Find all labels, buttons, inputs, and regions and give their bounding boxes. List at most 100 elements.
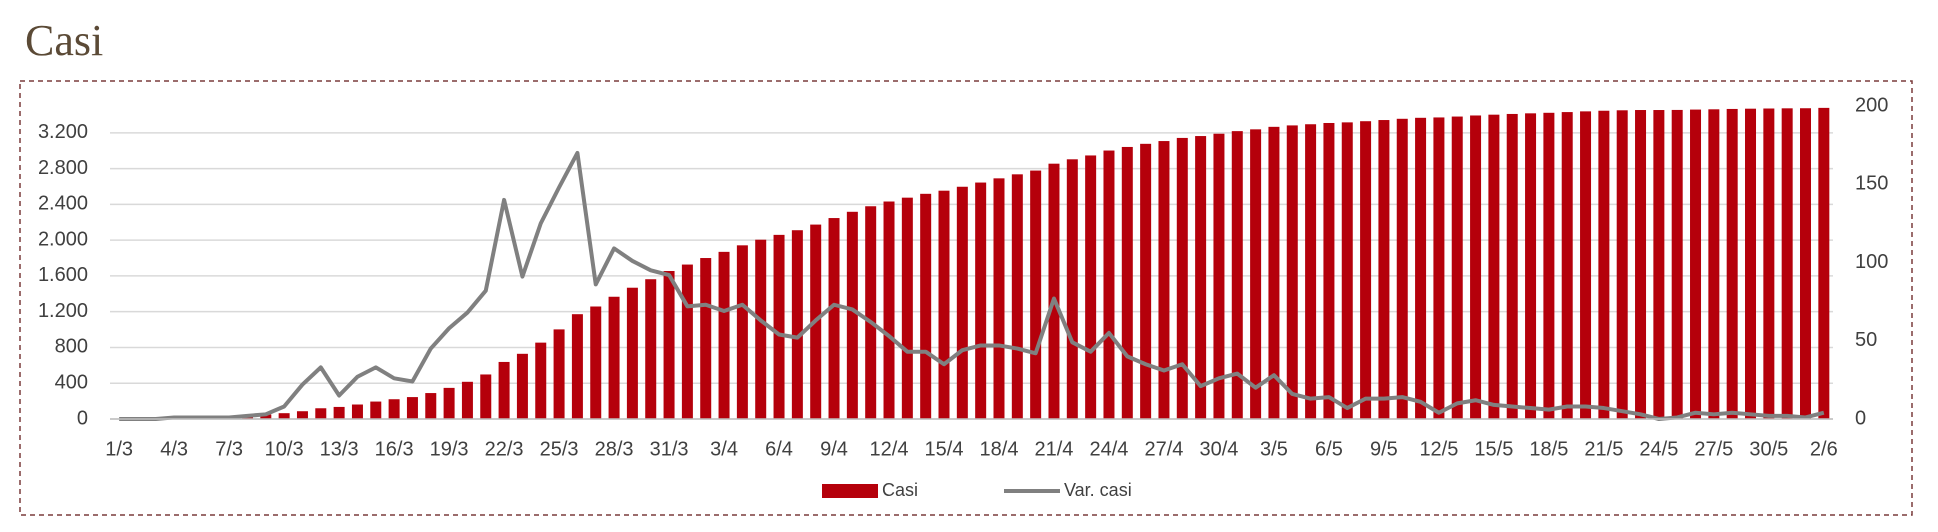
x-tick-label: 13/3: [320, 438, 359, 460]
x-tick-label: 21/4: [1035, 438, 1074, 460]
bar: [865, 206, 877, 419]
bar: [883, 201, 895, 419]
x-tick-label: 27/4: [1144, 438, 1183, 460]
bar: [1543, 112, 1555, 419]
x-tick-label: 7/3: [215, 438, 243, 460]
bar: [278, 413, 290, 419]
bar: [1085, 155, 1097, 420]
bar: [1470, 115, 1482, 419]
bar: [1616, 110, 1628, 419]
bar: [700, 258, 712, 419]
bar: [296, 411, 308, 419]
bar: [1598, 110, 1610, 419]
x-tick-label: 2/6: [1810, 438, 1838, 460]
x-tick-label: 9/4: [820, 438, 848, 460]
bar: [791, 230, 803, 419]
chart-title: Casi: [25, 16, 103, 65]
bar: [718, 251, 730, 419]
bar: [1158, 141, 1170, 419]
bar: [1360, 121, 1372, 420]
y2-tick-label: 50: [1855, 329, 1877, 351]
bar: [1323, 122, 1335, 420]
legend-label: Casi: [882, 480, 918, 500]
x-tick-label: 9/5: [1370, 438, 1398, 460]
y-tick-label: 2.800: [38, 157, 88, 179]
bar: [1396, 118, 1408, 420]
bar: [1378, 120, 1390, 419]
bar: [1781, 108, 1793, 420]
x-tick-label: 24/4: [1090, 438, 1129, 460]
bar: [773, 234, 785, 419]
y2-tick-label: 150: [1855, 173, 1888, 195]
bar: [1690, 109, 1702, 419]
bar: [993, 178, 1005, 419]
bar: [535, 342, 547, 419]
bar: [516, 353, 528, 419]
bar: [1341, 122, 1353, 420]
y-tick-label: 800: [55, 336, 88, 358]
line: [119, 150, 1825, 421]
bar: [388, 399, 400, 419]
bar: [1671, 109, 1683, 419]
bar: [443, 387, 455, 419]
bar: [260, 414, 272, 419]
x-tick-label: 30/4: [1199, 438, 1238, 460]
bar: [1506, 113, 1518, 420]
bar: [828, 218, 840, 419]
x-tick-label: 18/4: [980, 438, 1019, 460]
bar: [901, 197, 913, 419]
bar: [1745, 108, 1757, 419]
x-tick-label: 3/5: [1260, 438, 1288, 460]
bar: [1066, 159, 1078, 419]
bar: [1635, 110, 1647, 419]
bar: [1433, 117, 1445, 420]
bar: [755, 239, 767, 419]
x-tick-label: 10/3: [265, 438, 304, 460]
x-tick-label: 18/5: [1529, 438, 1568, 460]
bar: [1103, 150, 1115, 419]
bar: [846, 211, 858, 419]
x-tick-label: 28/3: [595, 438, 634, 460]
bar: [663, 270, 675, 419]
legend-label: Var. casi: [1064, 480, 1132, 500]
bar: [736, 245, 748, 419]
bar: [1708, 109, 1720, 419]
x-tick-label: 27/5: [1694, 438, 1733, 460]
bar: [1176, 137, 1188, 419]
y-tick-label: 2.000: [38, 228, 88, 250]
bar: [1030, 170, 1042, 419]
bar: [1561, 112, 1573, 419]
bar: [956, 186, 968, 419]
bar: [315, 408, 327, 419]
bar: [1213, 133, 1225, 420]
x-tick-label: 15/5: [1474, 438, 1513, 460]
x-tick-label: 4/3: [160, 438, 188, 460]
y2-tick-label: 200: [1855, 94, 1888, 116]
bar: [626, 287, 638, 419]
x-tick-label: 12/4: [870, 438, 909, 460]
bar: [645, 279, 657, 419]
bar: [425, 393, 437, 419]
y-tick-label: 0: [77, 407, 88, 429]
bar: [1818, 107, 1830, 420]
y-tick-label: 1.600: [38, 264, 88, 286]
bar: [1451, 116, 1463, 419]
bar: [1286, 125, 1298, 419]
bar: [590, 306, 602, 419]
bar: [1231, 131, 1243, 419]
bar: [480, 374, 492, 419]
x-tick-label: 25/3: [540, 438, 579, 460]
bar: [351, 404, 363, 419]
bar: [1305, 124, 1317, 419]
bar: [498, 361, 510, 419]
bar: [1195, 136, 1207, 419]
chart-frame: [19, 80, 1913, 516]
bar: [571, 314, 583, 419]
bar: [370, 401, 382, 419]
bar: [1488, 114, 1500, 420]
x-tick-label: 22/3: [485, 438, 524, 460]
bar: [1763, 108, 1775, 419]
bar: [1580, 111, 1592, 419]
bar: [1250, 129, 1262, 419]
